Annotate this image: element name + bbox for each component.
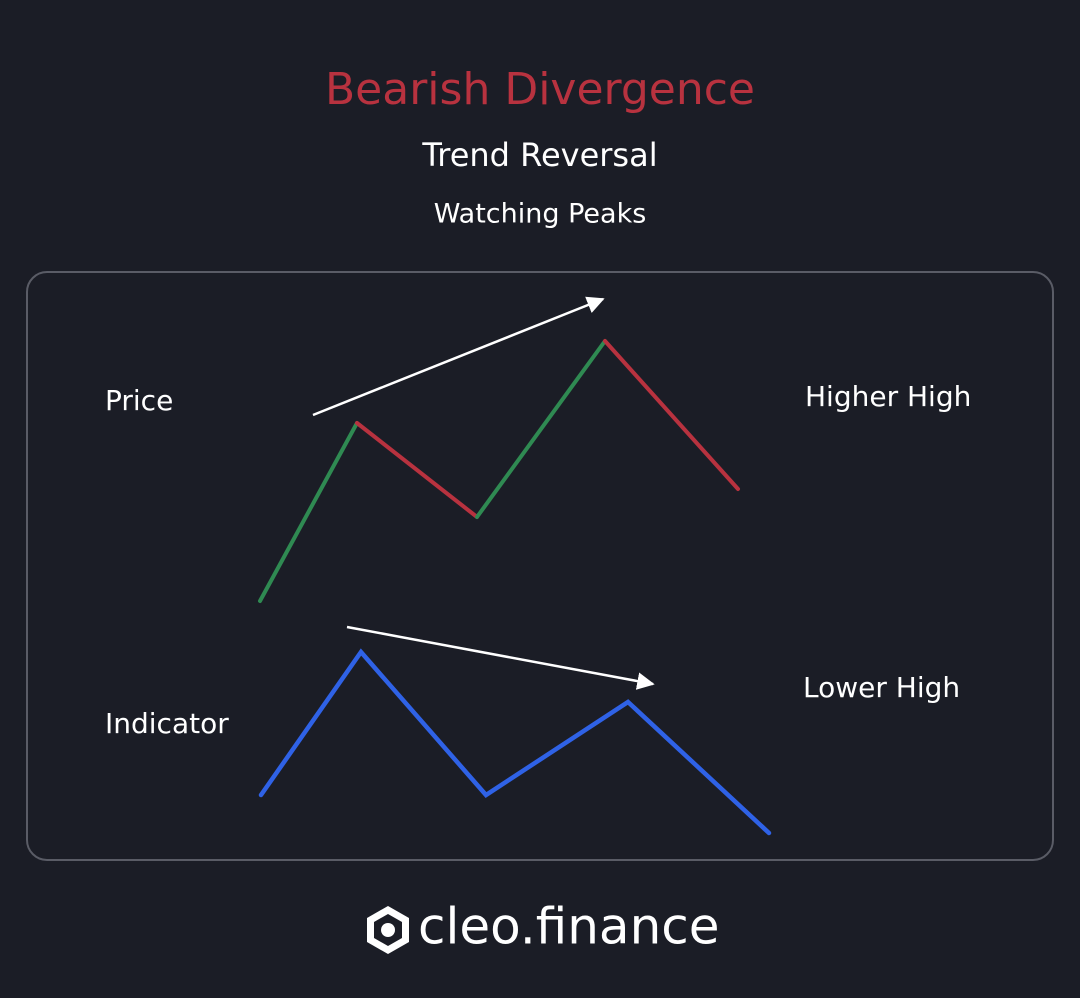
brand-logo	[367, 906, 409, 954]
price-line	[258, 339, 740, 603]
up-leg	[475, 339, 607, 519]
trend-arrow	[312, 296, 605, 417]
indicator-label: Indicator	[105, 707, 229, 740]
indicator-line	[258, 648, 772, 836]
subtitle: Trend Reversal	[421, 136, 657, 174]
caption: Watching Peaks	[434, 199, 647, 230]
trend-arrow	[346, 625, 655, 690]
diagram-frame	[26, 271, 1054, 861]
indicator-note: Lower High	[803, 671, 960, 704]
price-note: Higher High	[805, 380, 971, 413]
title: Bearish Divergence	[325, 64, 755, 115]
down-leg	[355, 421, 479, 519]
down-leg	[603, 339, 740, 491]
up-leg	[258, 421, 359, 603]
price-label: Price	[105, 384, 173, 417]
brand-name: cleo.finance	[418, 898, 720, 956]
